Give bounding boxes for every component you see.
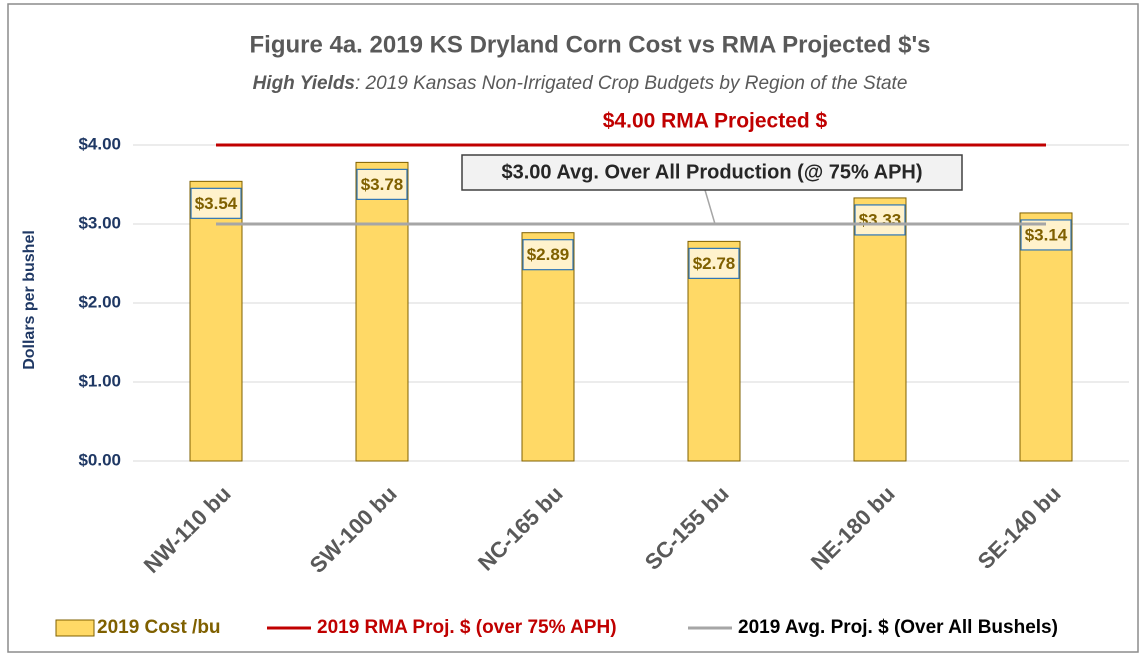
bar <box>189 180 243 462</box>
callout-box <box>461 154 963 191</box>
y-tick-label: $2.00 <box>78 292 121 311</box>
annotation: $4.00 RMA Projected $ <box>603 110 828 133</box>
data-label-box <box>688 247 740 279</box>
data-label-box <box>854 204 906 236</box>
data-label-box <box>356 168 408 200</box>
legend-label: 2019 Avg. Proj. $ (Over All Bushels) <box>738 617 1058 638</box>
bar <box>355 161 409 462</box>
data-label: $3.78 <box>361 175 404 194</box>
chart-title: Figure 4a. 2019 KS Dryland Corn Cost vs … <box>249 31 930 58</box>
y-tick-label: $0.00 <box>78 450 121 469</box>
legend-swatch <box>55 619 95 637</box>
data-label: $2.78 <box>693 254 736 273</box>
data-label-box <box>190 187 242 219</box>
bar <box>853 197 907 462</box>
data-label: $3.33 <box>859 210 902 229</box>
y-tick-label: $3.00 <box>78 213 121 232</box>
subtitle-text: : 2019 Kansas Non-Irrigated Crop Budgets… <box>355 73 907 94</box>
data-label-box <box>522 239 574 271</box>
callout-connector <box>704 189 716 225</box>
subtitle-emphasis: High Yields <box>253 73 355 94</box>
data-label: $3.14 <box>1025 225 1068 244</box>
legend-label: 2019 Cost /bu <box>97 617 221 638</box>
y-axis-label: Dollars per bushel <box>21 230 38 370</box>
bar <box>1019 212 1073 462</box>
data-label: $3.54 <box>195 194 238 213</box>
data-label: $2.89 <box>527 245 570 264</box>
annotation: $3.00 Avg. Over All Production (@ 75% AP… <box>501 161 922 183</box>
bar <box>521 232 575 462</box>
legend-label: 2019 RMA Proj. $ (over 75% APH) <box>317 617 617 638</box>
y-tick-label: $4.00 <box>78 134 121 153</box>
chart-subtitle: High Yields: 2019 Kansas Non-Irrigated C… <box>253 73 908 94</box>
y-tick-label: $1.00 <box>78 371 121 390</box>
